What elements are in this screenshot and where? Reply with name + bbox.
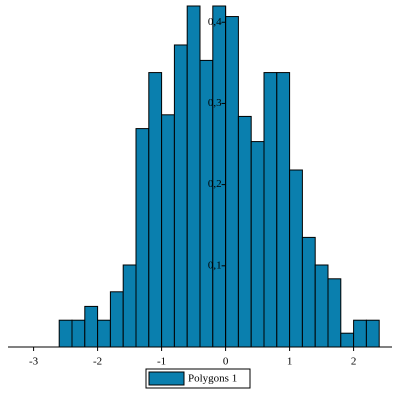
bar bbox=[250, 141, 265, 348]
bar bbox=[301, 236, 316, 348]
x-tick-label: -3 bbox=[29, 356, 39, 368]
bar bbox=[340, 332, 355, 348]
bar bbox=[353, 319, 367, 348]
bar bbox=[212, 5, 227, 348]
bar bbox=[327, 278, 342, 348]
bar bbox=[365, 319, 380, 348]
y-tick-label: 0,4 bbox=[208, 16, 222, 28]
bar bbox=[122, 264, 137, 348]
y-tick-label: 0,3 bbox=[208, 97, 222, 109]
bar bbox=[109, 291, 124, 348]
bar bbox=[71, 319, 86, 348]
x-tick-label: -2 bbox=[93, 356, 102, 368]
bar bbox=[58, 319, 73, 348]
x-tick-label: 2 bbox=[351, 356, 357, 368]
legend-label: Polygons 1 bbox=[188, 373, 237, 385]
bar bbox=[237, 115, 252, 348]
bar bbox=[97, 319, 111, 348]
bar bbox=[84, 305, 99, 348]
x-tick-label: 0 bbox=[223, 356, 229, 368]
bar bbox=[148, 72, 163, 348]
y-tick-label: 0,2 bbox=[208, 178, 222, 190]
legend-swatch bbox=[148, 371, 185, 386]
y-tick-label: 0,1 bbox=[208, 259, 222, 271]
bar bbox=[314, 264, 329, 348]
x-tick-label: -1 bbox=[157, 356, 166, 368]
bar bbox=[263, 72, 278, 348]
bar bbox=[276, 72, 291, 348]
x-tick-label: 1 bbox=[287, 356, 293, 368]
bar bbox=[289, 169, 303, 348]
bar bbox=[173, 44, 188, 348]
bar bbox=[225, 16, 239, 348]
bar bbox=[161, 114, 175, 348]
bar bbox=[135, 128, 150, 348]
bar bbox=[186, 5, 201, 348]
